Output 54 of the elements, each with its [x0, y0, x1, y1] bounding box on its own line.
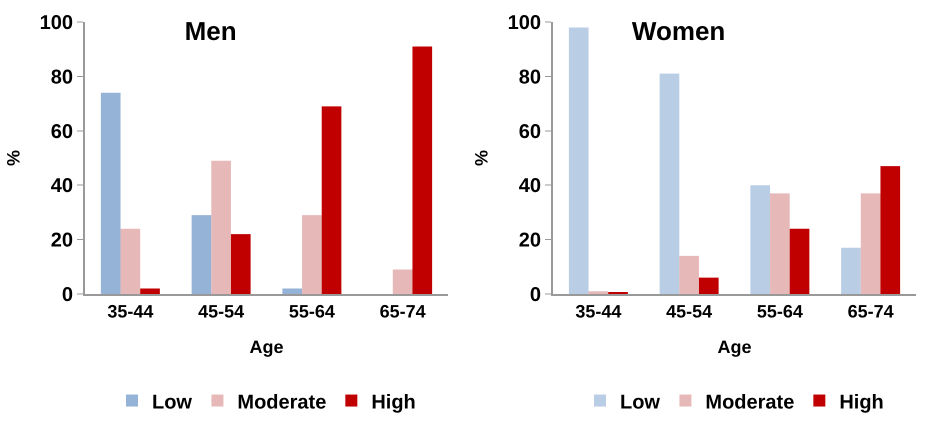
x-axis-title: Age [717, 337, 752, 358]
bar [302, 215, 322, 294]
bar [282, 288, 302, 294]
bar [860, 193, 880, 294]
legend-label: Low [152, 391, 192, 414]
bar [192, 215, 212, 294]
y-tick-label: 80 [50, 66, 73, 88]
bar [392, 270, 412, 294]
x-tick-label: 65-74 [848, 302, 894, 322]
x-tick-label: 45-54 [666, 302, 712, 322]
legend-label: Moderate [705, 391, 794, 414]
x-tick-label: 35-44 [107, 302, 154, 322]
legend-label: Moderate [237, 391, 326, 414]
legend-label: High [839, 391, 884, 414]
bar [790, 228, 810, 294]
bar [698, 278, 719, 294]
bar [841, 248, 861, 294]
bar [750, 185, 770, 294]
y-tick-label: 100 [40, 12, 73, 34]
x-tick-label: 65-74 [380, 302, 426, 322]
y-axis-title: % [471, 150, 492, 166]
bar [880, 166, 900, 294]
chart-title: Women [632, 16, 726, 46]
y-tick-label: 80 [518, 66, 541, 88]
x-tick-label: 35-44 [575, 302, 622, 322]
bar [120, 228, 140, 294]
x-tick-label: 55-64 [756, 302, 803, 322]
bar [412, 46, 432, 294]
chart-title: Men [184, 16, 237, 46]
x-axis-title: Age [249, 337, 284, 358]
x-tick-label: 45-54 [198, 302, 244, 322]
bar [770, 193, 790, 294]
y-tick-label: 0 [62, 284, 73, 306]
y-tick-label: 20 [50, 230, 73, 252]
bar [679, 256, 699, 294]
y-tick-label: 60 [518, 120, 541, 143]
bar [660, 74, 680, 294]
y-tick-label: 40 [518, 175, 541, 198]
legend-label: Low [620, 391, 660, 414]
x-tick-label: 55-64 [288, 302, 335, 322]
y-axis-title: % [3, 150, 24, 166]
y-tick-label: 0 [530, 284, 541, 306]
bar [140, 288, 160, 294]
y-tick-label: 20 [518, 230, 541, 252]
bar [211, 160, 231, 294]
y-tick-label: 40 [50, 175, 73, 198]
y-tick-label: 60 [50, 120, 73, 143]
bar [588, 291, 608, 294]
bar [100, 92, 121, 294]
y-tick-label: 100 [508, 12, 541, 34]
bar [230, 234, 251, 294]
bar [568, 27, 589, 294]
legend-label: High [371, 391, 416, 414]
bar [322, 106, 342, 294]
